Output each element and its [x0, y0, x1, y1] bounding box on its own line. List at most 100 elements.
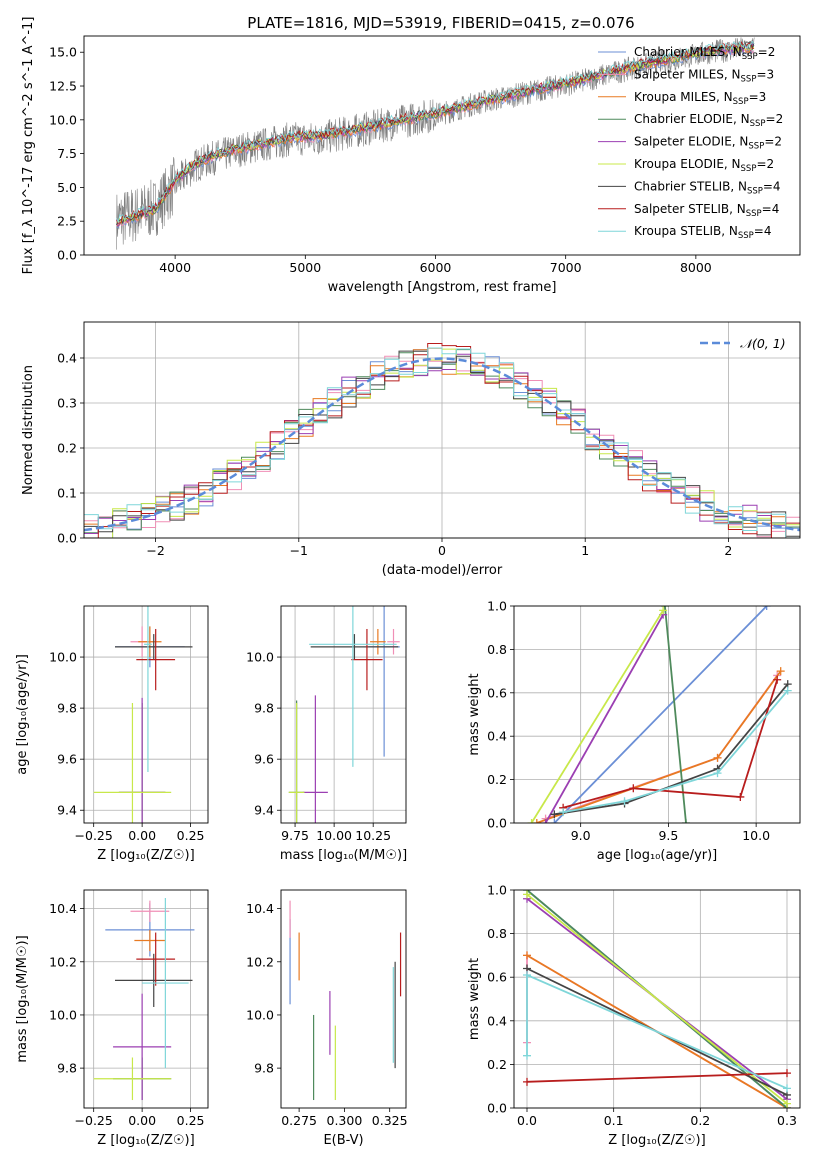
- y-tick-label: 2.5: [57, 214, 77, 229]
- weight-marker: [541, 819, 550, 823]
- legend-subscript: SSP: [748, 142, 764, 152]
- weight-marker: [523, 890, 531, 899]
- y-tick-label: 5.0: [57, 180, 77, 195]
- y-tick-label: 0.3: [57, 396, 77, 411]
- y-axis-label: Flux [f_λ 10^-17 erg cm^-2 s^-1 A^-1]: [21, 17, 36, 275]
- legend-subscript: SSP: [741, 74, 757, 84]
- weight-marker: [523, 1051, 531, 1060]
- x-axis-label: Z [log₁₀(Z/Z☉)]: [97, 848, 194, 863]
- axes-spectrum: 4000 5000 6000 7000 8000 0.0 2.5 5.0 7.5 10.0 12.5…: [21, 17, 801, 295]
- x-tick-label: −1: [290, 543, 308, 558]
- y-tick-label: 10.0: [246, 1007, 274, 1022]
- axes-frame: [280, 889, 407, 1109]
- legend-subscript: SSP: [746, 209, 762, 219]
- y-tick-label: 15.0: [49, 45, 77, 60]
- y-tick-label: 0.2: [487, 772, 507, 787]
- y-tick-label: 0.2: [57, 441, 77, 456]
- y-tick-label: 10.2: [49, 954, 77, 969]
- y-tick-label: 9.4: [57, 803, 77, 818]
- legend-subscript: SSP: [733, 97, 749, 107]
- x-tick-label: −0.25: [75, 828, 113, 843]
- y-tick-label: 0.0: [487, 816, 507, 831]
- model-line-7: [116, 40, 754, 225]
- model-line-8: [116, 40, 755, 224]
- x-axis-label: Z [log₁₀(Z/Z☉)]: [97, 1133, 194, 1148]
- y-axis-label: mass weight: [467, 958, 482, 1040]
- y-tick-label: 9.4: [254, 803, 274, 818]
- x-tick-label: 2: [724, 543, 732, 558]
- gaussian-curve: [84, 357, 800, 532]
- y-tick-label: 1.0: [487, 599, 507, 614]
- x-tick-label: 0: [438, 543, 446, 558]
- weight-line-6: [554, 683, 789, 816]
- plot-area-ebv-mass: [289, 900, 402, 1101]
- y-tick-label: 12.5: [49, 79, 77, 94]
- x-tick-label: 10.0: [742, 828, 770, 843]
- x-tick-label: 1: [581, 543, 589, 558]
- legend-label: Kroupa STELIB, NSSP=4: [634, 224, 772, 241]
- legend-label: Chabrier MILES, NSSP=2: [634, 45, 775, 62]
- weight-marker: [783, 1099, 791, 1108]
- legend-value: =2: [766, 112, 784, 126]
- legend-subscript: SSP: [741, 164, 757, 174]
- y-tick-label: 9.8: [254, 701, 274, 716]
- plot-area-spectrum: [116, 37, 755, 250]
- x-tick-label: 8000: [680, 260, 712, 275]
- y-tick-label: 0.8: [487, 642, 507, 657]
- weight-marker: [620, 797, 629, 806]
- y-tick-label: 9.8: [57, 1061, 77, 1076]
- x-axis-label: E(B-V): [323, 1133, 363, 1148]
- x-tick-label: 4000: [159, 260, 191, 275]
- legend-label: Salpeter STELIB, NSSP=4: [634, 202, 779, 219]
- axes-age-weight: 9.0 9.5 10.0 0.0 0.2 0.4 0.6 0.8 1.0 age [log₁₀(a…: [467, 599, 801, 863]
- weight-marker: [713, 753, 722, 762]
- x-tick-label: 9.5: [658, 828, 678, 843]
- weight-line-8: [526, 973, 788, 1090]
- legend-value: =2: [758, 45, 776, 59]
- legend-label: 𝒩(0, 1): [740, 336, 786, 351]
- x-tick-label: 0.300: [327, 1113, 363, 1128]
- histogram-4: [84, 353, 800, 538]
- histogram-7: [84, 343, 800, 538]
- legend-value: =4: [754, 224, 772, 238]
- weight-marker: [660, 606, 669, 610]
- weight-line-0: [553, 606, 768, 823]
- x-tick-label: 0.3: [777, 1113, 797, 1128]
- y-tick-label: 7.5: [57, 146, 77, 161]
- axes-mass-age: 9.75 10.00 10.25 9.4 9.6 9.8 10.0 mass [log₁₀(M…: [246, 605, 407, 863]
- plot-area-residuals: [84, 343, 800, 538]
- axes-frame: [83, 605, 209, 824]
- y-tick-label: 9.6: [254, 752, 274, 767]
- x-tick-label: 6000: [420, 260, 452, 275]
- y-tick-label: 0.8: [487, 926, 507, 941]
- weight-marker: [681, 819, 690, 823]
- histogram-6: [84, 350, 800, 537]
- histogram-8: [84, 347, 800, 538]
- y-tick-label: 1.0: [487, 883, 507, 898]
- x-tick-label: 0.00: [128, 1113, 156, 1128]
- x-tick-label: 10.25: [355, 828, 391, 843]
- y-tick-label: 0.4: [487, 729, 507, 744]
- y-axis-label: age [log₁₀(age/yr)]: [15, 654, 30, 775]
- y-tick-label: 0.1: [57, 486, 77, 501]
- y-tick-label: 0.0: [487, 1101, 507, 1116]
- legend-value: =3: [749, 90, 767, 104]
- weight-marker: [713, 769, 722, 778]
- axes-ebv-mass: 0.275 0.300 0.325 9.8 10.0 10.2 10.4 E(B-V): [246, 889, 408, 1148]
- x-axis-label: (data-model)/error: [382, 563, 503, 578]
- weight-marker: [776, 667, 785, 676]
- y-tick-label: 0.4: [487, 1013, 507, 1028]
- y-axis-label: Normed distribution: [21, 365, 36, 495]
- axes-frame: [83, 35, 801, 256]
- x-tick-label: 5000: [289, 260, 321, 275]
- y-tick-label: 10.2: [246, 954, 274, 969]
- weight-line-8: [562, 690, 789, 813]
- axes-Z-age: −0.25 0.00 0.25 9.4 9.6 9.8 10.0 Z [log₁₀(Z/Z☉)…: [15, 605, 209, 863]
- legend-value: =3: [756, 67, 774, 81]
- legend-subscript: SSP: [742, 52, 758, 62]
- weight-marker: [736, 792, 745, 801]
- y-tick-label: 9.8: [57, 701, 77, 716]
- legend-value: =2: [764, 135, 782, 149]
- weight-marker: [629, 784, 638, 793]
- x-axis-label: wavelength [Angstrom, rest frame]: [328, 280, 557, 295]
